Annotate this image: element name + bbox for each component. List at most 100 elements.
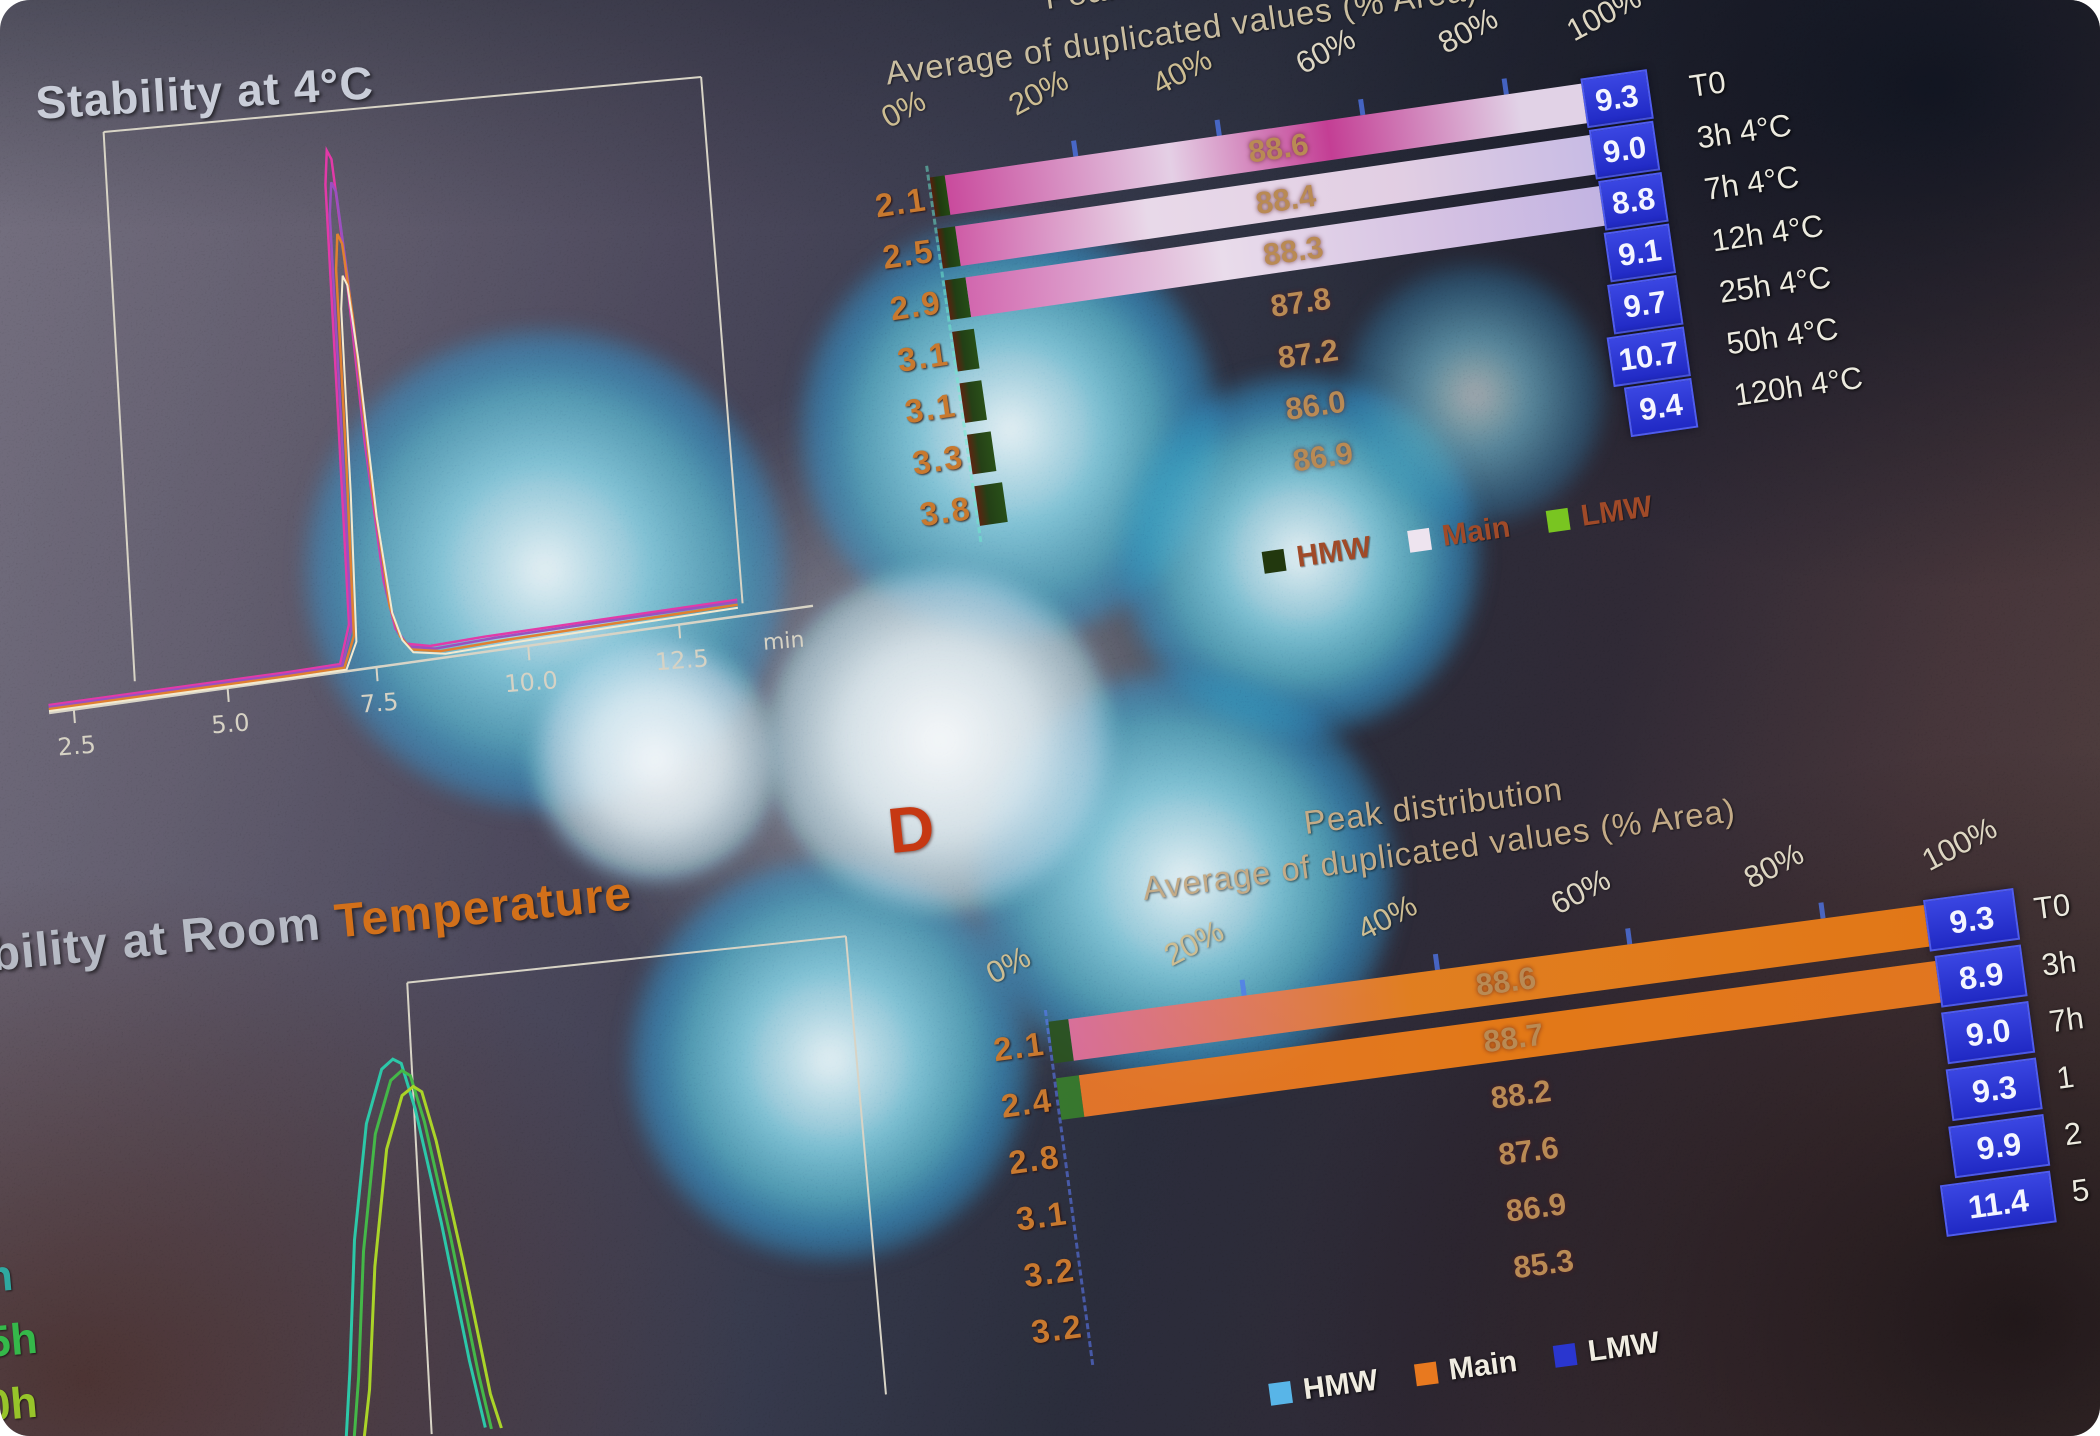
hmw-value: 3.3 bbox=[909, 437, 967, 482]
legend: HMW Main LMW bbox=[1261, 490, 1655, 580]
trace-cream bbox=[48, 275, 739, 713]
axis-tick bbox=[527, 646, 531, 661]
hmw-value: 2.9 bbox=[887, 283, 945, 328]
legend-swatch-hmw bbox=[1268, 1380, 1293, 1406]
chart-peak-distribution-4c: Peak distribution Average of duplicated … bbox=[840, 0, 1941, 784]
bar-segment-lmw: 9.7 bbox=[1606, 274, 1684, 335]
trace-orange bbox=[48, 233, 738, 711]
time-label: 5 bbox=[2069, 1171, 2092, 1209]
trace-green bbox=[352, 1068, 493, 1436]
time-label: 25h 4°C bbox=[1716, 259, 1834, 310]
chromatogram-4c-plot: 2.5 5.0 7.5 10.0 12.5 min bbox=[48, 75, 814, 762]
time-label: 12h 4°C bbox=[1709, 207, 1826, 259]
axis-tick bbox=[226, 687, 230, 703]
lmw-value: 9.7 bbox=[1621, 283, 1669, 325]
hmw-value: 3.2 bbox=[1021, 1250, 1078, 1295]
legend-item: Main bbox=[1413, 1345, 1519, 1392]
axis-tick bbox=[1818, 902, 1826, 919]
edge-cut-label: 0h bbox=[0, 1377, 40, 1432]
plot-border-right bbox=[844, 936, 887, 1395]
legend-item: HMW bbox=[1261, 530, 1374, 579]
edge-cut-label: h bbox=[0, 1250, 15, 1303]
plot-border-right bbox=[700, 76, 744, 604]
lmw-value: 9.1 bbox=[1615, 232, 1664, 273]
hmw-value: 2.1 bbox=[991, 1024, 1048, 1069]
axis-tick bbox=[1071, 140, 1079, 157]
x-tick-label: 2.5 bbox=[57, 731, 97, 762]
legend: HMW Main LMW bbox=[1267, 1326, 1661, 1412]
time-label: 3h 4°C bbox=[1694, 107, 1794, 156]
hmw-value: 2.1 bbox=[872, 180, 930, 225]
lmw-value: 11.4 bbox=[1965, 1181, 2031, 1226]
plot-border-top bbox=[103, 75, 702, 133]
bar-segment-lmw: 8.8 bbox=[1598, 172, 1669, 231]
bar-segment-lmw: 9.1 bbox=[1603, 223, 1677, 283]
hmw-value: 2.8 bbox=[1006, 1137, 1063, 1182]
axis-tick bbox=[1432, 953, 1440, 971]
legend-swatch-lmw bbox=[1546, 507, 1571, 533]
hmw-value: 2.4 bbox=[998, 1081, 1056, 1125]
lmw-value: 9.0 bbox=[1963, 1011, 2013, 1053]
axis-tick bbox=[1358, 98, 1366, 116]
panel-letter-d: D bbox=[884, 790, 938, 868]
plot-border-left bbox=[102, 131, 136, 682]
axis-tick bbox=[1501, 78, 1509, 95]
x-axis-label: 100% bbox=[1916, 810, 2003, 878]
chromatogram-4c: 2.5 5.0 7.5 10.0 12.5 min bbox=[0, 29, 831, 768]
x-tick-label: 10.0 bbox=[503, 666, 558, 698]
bar-segment-lmw: 9.3 bbox=[1923, 888, 2021, 952]
legend-label: Main bbox=[1446, 1344, 1519, 1387]
legend-swatch-hmw bbox=[1261, 548, 1287, 574]
x-axis-label: 60% bbox=[1544, 861, 1617, 922]
bar-segment-lmw: 9.3 bbox=[1579, 69, 1654, 129]
legend-label: LMW bbox=[1578, 489, 1655, 533]
bar-segment-lmw: 9.3 bbox=[1946, 1057, 2043, 1122]
time-label: 7h bbox=[2046, 1000, 2086, 1040]
bar-segment-lmw: 9.0 bbox=[1941, 1001, 2036, 1065]
bar-segment-lmw: 9.9 bbox=[1947, 1114, 2051, 1179]
legend-label: HMW bbox=[1301, 1363, 1380, 1407]
x-tick-label: 7.5 bbox=[359, 688, 399, 719]
chromatogram-room-temp bbox=[285, 847, 990, 1436]
legend-item: Main bbox=[1406, 510, 1512, 558]
bar-segment-lmw: 9.0 bbox=[1588, 120, 1661, 180]
hmw-value: 3.1 bbox=[1013, 1194, 1071, 1238]
legend-item: LMW bbox=[1552, 1326, 1661, 1374]
x-tick-label: 5.0 bbox=[210, 708, 250, 739]
lmw-value: 8.8 bbox=[1609, 180, 1658, 222]
hmw-value: 3.1 bbox=[902, 386, 960, 431]
lmw-value: 9.0 bbox=[1600, 129, 1649, 170]
chromatogram-rt-plot bbox=[344, 935, 887, 1436]
time-label: 7h 4°C bbox=[1701, 158, 1802, 207]
axis-tick bbox=[1625, 928, 1633, 945]
legend-label: HMW bbox=[1294, 530, 1374, 574]
bar-segment-lmw: 9.4 bbox=[1623, 377, 1699, 438]
x-tick-label: 12.5 bbox=[654, 644, 709, 676]
edge-cut-label: 5h bbox=[0, 1313, 40, 1368]
axis-tick bbox=[72, 709, 76, 724]
legend-swatch-main bbox=[1407, 527, 1433, 553]
axis-tick bbox=[1239, 979, 1247, 997]
hmw-value: 3.1 bbox=[894, 334, 952, 379]
hmw-value: 3.8 bbox=[917, 489, 974, 534]
x-axis-label: 80% bbox=[1738, 835, 1810, 896]
bar-segment-lmw: 10.7 bbox=[1607, 326, 1691, 388]
x-axis-unit: min bbox=[762, 628, 805, 656]
lmw-value: 9.3 bbox=[1592, 77, 1641, 119]
legend-label: Main bbox=[1439, 510, 1513, 553]
time-label: T0 bbox=[2031, 886, 2073, 927]
time-label: 50h 4°C bbox=[1724, 310, 1841, 362]
bar-segment-lmw: 8.9 bbox=[1934, 944, 2028, 1008]
time-label: T0 bbox=[1687, 64, 1728, 104]
time-label: 1 bbox=[2054, 1058, 2077, 1096]
bar-rows: 2.1 88.6 9.3 T0 2.5 88.4 9.0 3h 4°C 2.9 … bbox=[873, 64, 1865, 538]
lmw-value: 9.9 bbox=[1974, 1124, 2024, 1167]
axis-tick bbox=[678, 624, 682, 639]
legend-swatch-lmw bbox=[1553, 1342, 1578, 1368]
trace-teal bbox=[344, 1057, 487, 1436]
plot-border-top bbox=[407, 935, 846, 984]
legend-item: LMW bbox=[1545, 490, 1654, 539]
lmw-value: 10.7 bbox=[1616, 334, 1682, 378]
trace-yellow-green bbox=[362, 1084, 503, 1436]
